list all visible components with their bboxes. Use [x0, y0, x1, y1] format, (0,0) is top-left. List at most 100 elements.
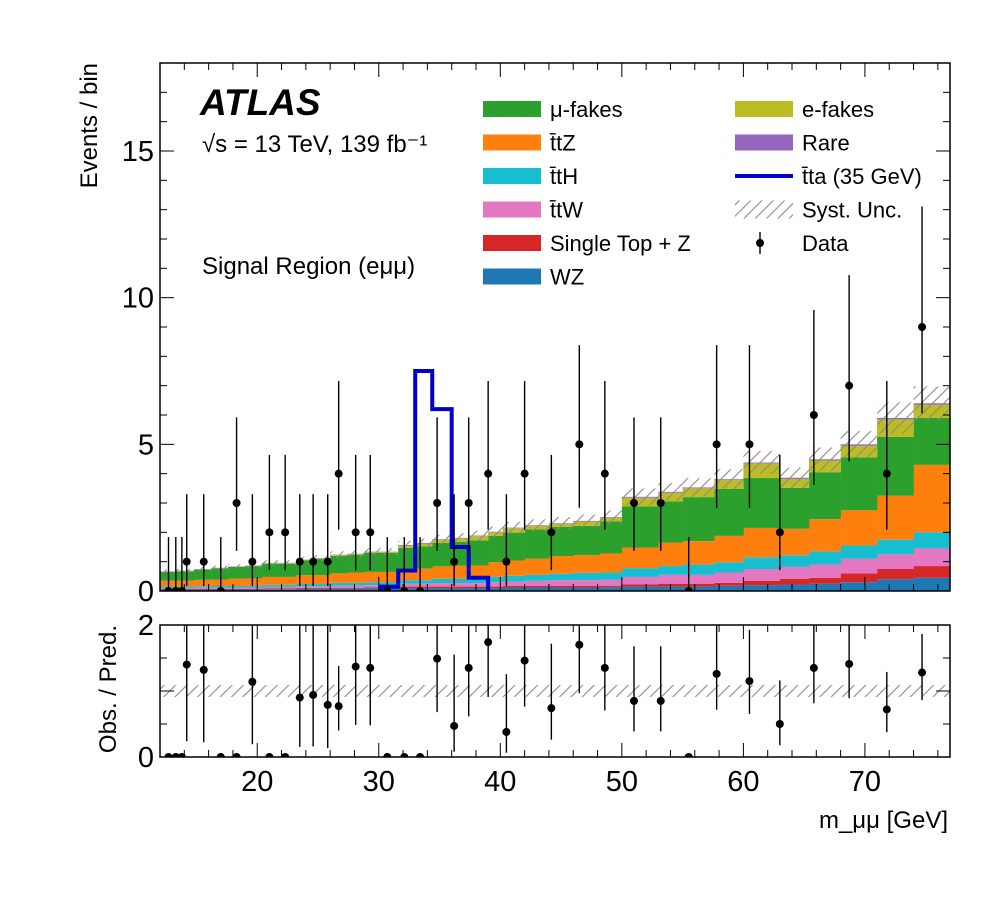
- stack-bar-2-28: [714, 573, 743, 583]
- ratio-point-27: [601, 664, 609, 672]
- ratio-point-31: [713, 670, 721, 678]
- legend-label-9: Syst. Unc.: [802, 198, 902, 223]
- syst-unc-bin-18: [469, 531, 488, 541]
- data-point-21: [465, 499, 473, 507]
- syst-unc-bin-27: [683, 478, 715, 497]
- stack-bar-4-29: [743, 528, 780, 557]
- stack-bar-5-13: [381, 553, 398, 572]
- syst-unc-bin-10: [330, 551, 347, 558]
- stack-bar-3-24: [600, 573, 622, 580]
- stack-bar-2-23: [573, 580, 600, 586]
- experiment-label: ATLAS: [199, 82, 321, 123]
- stack-bar-1-22: [549, 586, 574, 587]
- stack-bar-5-30: [780, 488, 809, 529]
- ratio-point-3: [183, 661, 191, 669]
- syst-unc-bin-24: [600, 510, 622, 523]
- stack-bar-2-31: [809, 565, 841, 578]
- data-point-35: [845, 382, 853, 390]
- ratio-point-35: [845, 660, 853, 668]
- syst-unc-bin-2: [194, 567, 211, 571]
- legend-swatch-6: [735, 101, 793, 117]
- data-point-4: [200, 558, 208, 566]
- ratio-point-20: [450, 722, 458, 730]
- stack-bar-0-33: [877, 579, 914, 591]
- stack-bar-3-11: [347, 583, 364, 586]
- stack-bar-1-32: [841, 573, 878, 582]
- legend-label-2: t̄tH: [550, 164, 578, 189]
- x-tick-label-3: 50: [606, 766, 638, 798]
- stack-bar-5-1: [177, 571, 194, 580]
- x-tick-label-2: 40: [484, 766, 516, 798]
- stack-bar-2-15: [415, 584, 432, 587]
- stack-bar-1-21: [525, 586, 550, 587]
- ratio-point-11: [309, 691, 317, 699]
- stack-bar-5-21: [525, 529, 550, 558]
- stack-bar-2-34: [914, 548, 951, 566]
- syst-unc-bin-1: [177, 569, 194, 573]
- stack-bar-1-16: [432, 587, 452, 588]
- data-point-15: [366, 528, 374, 536]
- data-point-34: [810, 411, 818, 419]
- stack-bar-1-17: [452, 587, 469, 588]
- legend-swatch-9: [735, 201, 793, 219]
- stack-bar-5-27: [683, 497, 715, 541]
- x-tick-label-5: 70: [849, 766, 881, 798]
- stack-bar-1-10: [330, 588, 347, 589]
- data-point-20: [450, 558, 458, 566]
- syst-unc-bin-23: [573, 515, 600, 528]
- ratio-point-13: [335, 702, 343, 710]
- data-point-36: [883, 470, 891, 478]
- stack-bar-5-2: [194, 570, 211, 580]
- stack-bar-2-8: [296, 586, 313, 588]
- ratio-point-34: [810, 664, 818, 672]
- ratio-point-25: [547, 704, 555, 712]
- main-y-tick-label-0: 0: [138, 576, 154, 608]
- stack-bar-2-10: [330, 586, 347, 588]
- ratio-point-14: [352, 663, 360, 671]
- stack-bar-4-15: [415, 568, 432, 580]
- legend-label-8: t̄ta (35 GeV): [802, 164, 922, 189]
- stack-bar-4-3: [211, 580, 228, 586]
- stack-bar-2-30: [780, 567, 809, 579]
- legend-label-0: μ-fakes: [550, 97, 623, 122]
- data-point-28: [630, 499, 638, 507]
- stack-bar-3-30: [780, 555, 809, 567]
- stack-bar-3-10: [330, 583, 347, 586]
- syst-unc-bin-28: [714, 469, 743, 489]
- ratio-point-22: [484, 638, 492, 646]
- stack-bar-1-6: [262, 588, 279, 589]
- stack-bar-4-10: [330, 573, 347, 582]
- stack-bar-5-24: [600, 521, 622, 553]
- stack-bar-5-18: [469, 541, 489, 566]
- stack-bar-5-3: [211, 568, 228, 579]
- stack-bar-5-33: [877, 437, 914, 496]
- legend-swatch-4: [483, 235, 541, 251]
- stack-bar-4-33: [877, 496, 914, 540]
- ratio-point-26: [575, 641, 583, 649]
- legend-label-4: Single Top + Z: [550, 231, 691, 256]
- syst-unc-bin-4: [228, 564, 245, 568]
- ratio-point-15: [366, 664, 374, 672]
- syst-unc-bin-22: [549, 517, 573, 529]
- ratio-point-36: [883, 705, 891, 713]
- ratio-point-37: [918, 669, 926, 677]
- x-axis-title: m_μμ [GeV]: [819, 807, 948, 834]
- stack-bar-3-5: [245, 586, 262, 588]
- energy-luminosity-label: √s = 13 TeV, 139 fb⁻¹: [202, 131, 427, 158]
- stack-bar-4-23: [573, 555, 600, 573]
- stack-bar-4-30: [780, 529, 809, 555]
- stack-bar-5-4: [228, 567, 245, 579]
- stack-bar-4-31: [809, 519, 841, 551]
- x-tick-label-4: 60: [727, 766, 759, 798]
- stack-bar-3-14: [398, 580, 415, 584]
- data-point-3: [183, 558, 191, 566]
- stack-bar-5-16: [432, 543, 452, 566]
- stack-bar-3-4: [228, 586, 245, 588]
- stack-bar-0-30: [780, 585, 809, 591]
- legend-label-7: Rare: [802, 131, 850, 156]
- stack-bar-4-32: [841, 510, 878, 545]
- stack-bar-1-33: [877, 569, 914, 579]
- stack-bar-2-32: [841, 559, 878, 574]
